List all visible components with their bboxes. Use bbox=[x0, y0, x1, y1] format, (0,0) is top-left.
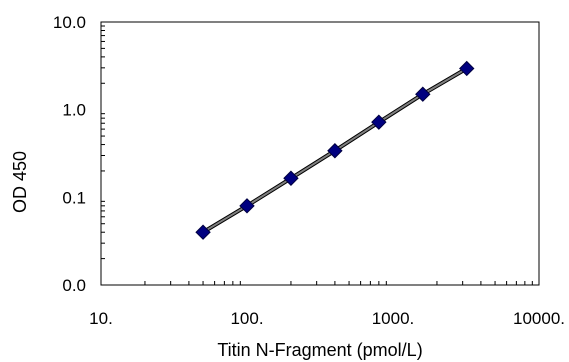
data-point bbox=[459, 60, 475, 77]
data-point bbox=[327, 143, 343, 159]
y-axis-title: OD 450 bbox=[10, 151, 30, 213]
plot-area bbox=[100, 21, 540, 286]
y-tick-label: 0.1 bbox=[62, 188, 86, 207]
x-tick-label: 10000. bbox=[513, 309, 565, 328]
axis-ticks bbox=[101, 25, 533, 285]
x-axis-title: Titin N-Fragment (pmol/L) bbox=[217, 340, 422, 360]
data-point bbox=[283, 170, 299, 186]
x-tick-label: 100. bbox=[230, 309, 263, 328]
axis-tick-labels: 10. 100. 1000. 10000. 0.0 0.1 1.0 10.0 bbox=[53, 13, 565, 328]
data-point bbox=[415, 86, 431, 102]
data-point bbox=[195, 224, 211, 240]
data-point bbox=[371, 114, 387, 130]
y-tick-label: 0.0 bbox=[62, 276, 86, 295]
x-tick-label: 10. bbox=[89, 309, 113, 328]
x-tick-label: 1000. bbox=[372, 309, 415, 328]
data-point bbox=[239, 198, 255, 214]
y-tick-label: 10.0 bbox=[53, 13, 86, 32]
data-series bbox=[195, 60, 475, 240]
y-tick-label: 1.0 bbox=[62, 101, 86, 120]
